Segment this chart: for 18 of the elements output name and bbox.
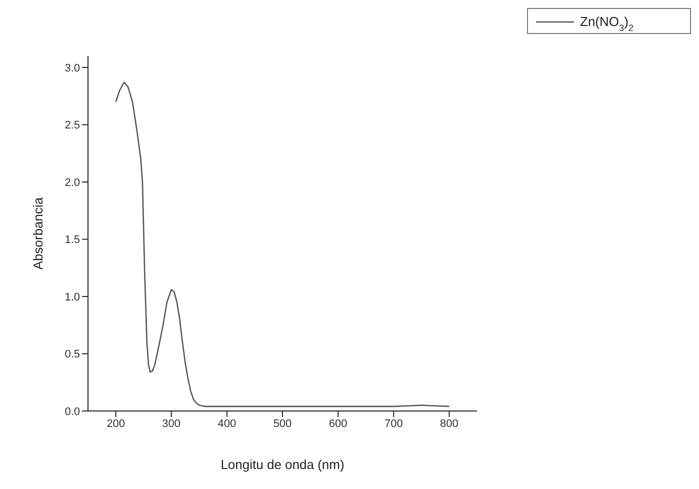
- x-tick-label: 300: [162, 418, 181, 430]
- legend-label: Zn(NO$_{3}$)$_{2}$: [580, 14, 634, 33]
- y-tick-label: 0.5: [64, 348, 80, 361]
- y-axis-title: Absorbancia: [30, 196, 46, 270]
- y-tick-label: 1.5: [64, 234, 80, 246]
- x-tick-label: 400: [218, 418, 236, 430]
- line-series: [115, 82, 450, 408]
- y-tick-label: 0.0: [64, 406, 80, 418]
- x-tick-label: 500: [273, 418, 292, 430]
- y-tick-label: 2.0: [64, 176, 80, 189]
- y-tick-label: 3.0: [64, 62, 80, 74]
- x-tick-label: 200: [106, 418, 125, 430]
- x-axis-title: Longitu de onda (nm): [220, 457, 344, 472]
- y-tick-label: 1.0: [64, 291, 80, 304]
- y-tick-label: 2.5: [64, 120, 80, 132]
- x-tick-label: 800: [440, 418, 458, 430]
- x-tick-label: 700: [384, 418, 403, 430]
- x-tick-label: 600: [328, 418, 348, 430]
